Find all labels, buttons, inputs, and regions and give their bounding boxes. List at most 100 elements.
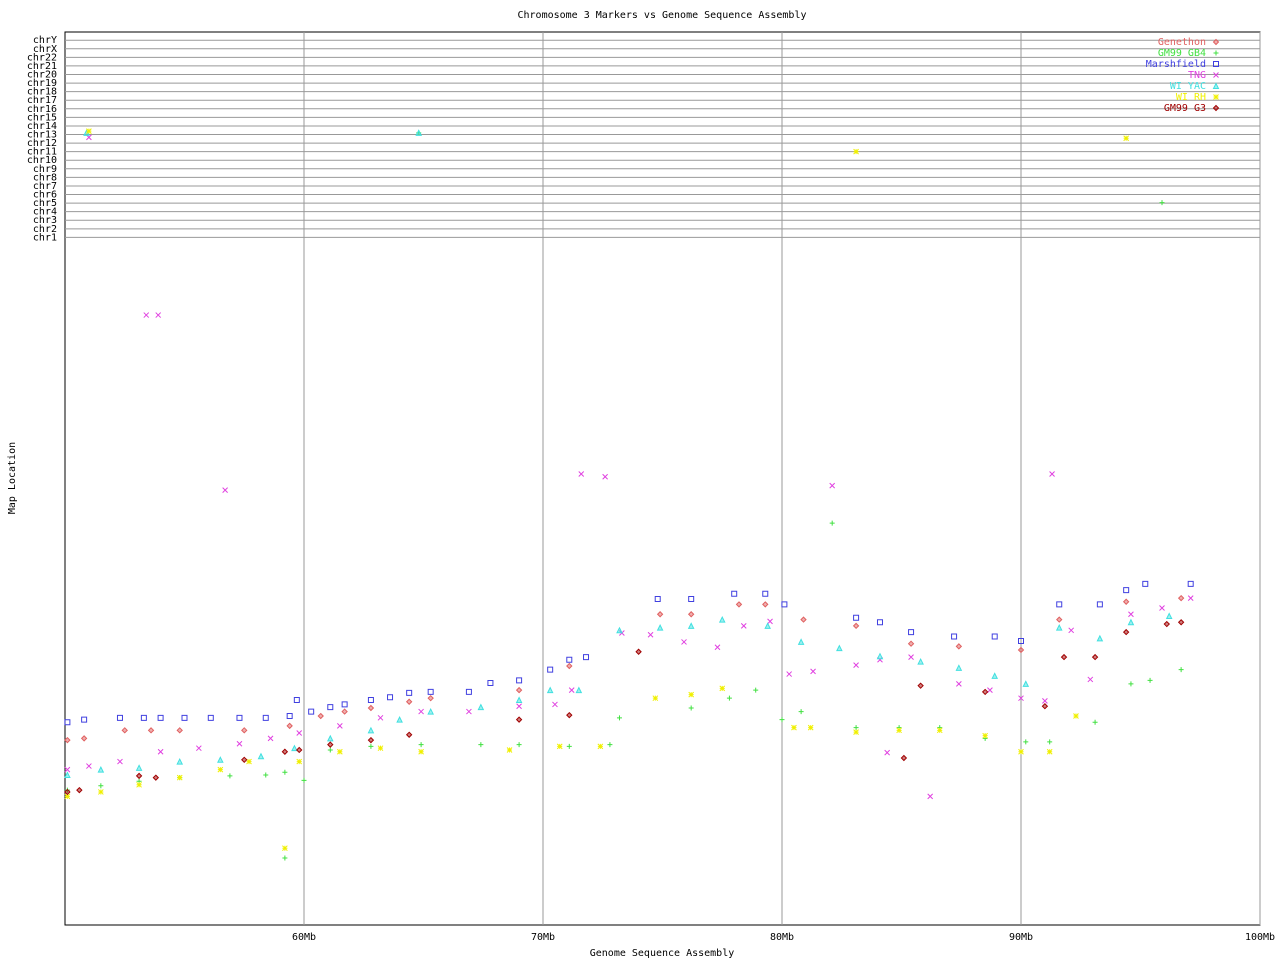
- data-point: [917, 682, 924, 689]
- y-tick-label: chr7: [33, 181, 57, 192]
- data-point: [135, 764, 143, 771]
- data-point: [135, 772, 143, 780]
- x-tick-label: 70Mb: [531, 932, 555, 943]
- data-point: [140, 714, 147, 721]
- data-point: [367, 736, 375, 744]
- x-tick-label: 80Mb: [770, 932, 794, 943]
- data-point: [155, 312, 162, 318]
- y-axis-label: Map Location: [7, 442, 18, 514]
- data-point: [1087, 676, 1094, 683]
- y-tick-label: chr21: [27, 61, 57, 72]
- data-point: [1046, 748, 1053, 755]
- data-point: [1123, 587, 1130, 594]
- data-point: [341, 708, 348, 715]
- data-point: [907, 640, 915, 647]
- data-point: [853, 148, 859, 155]
- data-point: [64, 771, 71, 778]
- data-point: [781, 601, 788, 608]
- y-tick-label: chr19: [27, 78, 57, 89]
- data-point: [654, 596, 661, 603]
- data-point: [296, 758, 303, 765]
- data-point: [317, 712, 324, 720]
- data-point: [687, 611, 695, 618]
- data-point: [991, 672, 999, 679]
- data-point: [1056, 601, 1063, 608]
- data-point: [955, 643, 963, 650]
- data-point: [681, 639, 687, 645]
- data-point: [1142, 580, 1149, 587]
- data-point: [222, 487, 228, 493]
- data-point: [779, 717, 785, 723]
- data-point: [465, 688, 472, 695]
- data-point: [506, 747, 513, 753]
- data-point: [515, 716, 523, 723]
- y-tick-label: chr4: [33, 207, 57, 218]
- data-point: [195, 745, 202, 752]
- data-point: [282, 769, 288, 775]
- legend-marker: [1213, 72, 1219, 78]
- data-point: [327, 747, 333, 753]
- data-point: [753, 687, 759, 693]
- data-point: [955, 664, 963, 671]
- data-point: [568, 687, 575, 693]
- data-point: [797, 638, 805, 645]
- data-point: [1177, 594, 1185, 602]
- data-point: [81, 716, 88, 723]
- data-point: [515, 686, 523, 694]
- data-point: [917, 657, 924, 665]
- data-point: [547, 666, 554, 673]
- data-point: [1122, 598, 1130, 605]
- data-point: [1128, 681, 1134, 687]
- y-tick-label: chr13: [27, 130, 57, 141]
- data-point: [1128, 611, 1134, 618]
- data-point: [762, 590, 769, 597]
- legend-marker: [1212, 38, 1220, 46]
- data-point: [415, 129, 423, 136]
- data-point: [286, 722, 293, 730]
- y-tick-label: chr11: [27, 147, 57, 158]
- data-point: [418, 742, 424, 748]
- legend-label: WI RH: [1176, 92, 1206, 103]
- data-point: [836, 644, 843, 652]
- data-point: [246, 758, 252, 765]
- data-point: [1049, 471, 1055, 477]
- data-point: [1165, 612, 1173, 620]
- x-tick-label: 60Mb: [292, 932, 316, 943]
- data-point: [418, 708, 424, 715]
- y-tick-label: chr3: [33, 215, 57, 226]
- data-point: [566, 743, 572, 749]
- data-point: [327, 704, 334, 711]
- data-point: [427, 707, 434, 715]
- data-point: [217, 756, 224, 763]
- data-point: [176, 757, 184, 765]
- data-point: [241, 727, 248, 734]
- data-point: [76, 786, 83, 794]
- data-point: [852, 622, 860, 630]
- data-point: [740, 622, 747, 629]
- data-point: [1177, 619, 1185, 626]
- data-point: [987, 687, 993, 693]
- data-point: [64, 766, 71, 773]
- y-tick-label: chr6: [33, 190, 57, 201]
- data-point: [936, 727, 943, 734]
- data-point: [116, 714, 123, 721]
- data-point: [829, 482, 836, 489]
- data-point: [1017, 646, 1025, 654]
- data-point: [688, 596, 695, 603]
- data-point: [367, 726, 375, 734]
- data-point: [368, 743, 374, 749]
- data-point: [1018, 638, 1024, 645]
- data-point: [791, 724, 797, 731]
- data-point: [341, 701, 348, 708]
- data-point: [1055, 624, 1063, 631]
- plot-frame: [64, 31, 1261, 926]
- data-point: [236, 714, 243, 721]
- data-point: [735, 601, 743, 608]
- legend-marker: [1213, 94, 1219, 100]
- data-point: [64, 736, 71, 744]
- data-point: [326, 734, 334, 742]
- legend-label: WI YAC: [1170, 81, 1206, 92]
- data-point: [764, 622, 771, 629]
- y-tick-label: chr14: [27, 121, 57, 132]
- legend-marker: [1212, 82, 1220, 89]
